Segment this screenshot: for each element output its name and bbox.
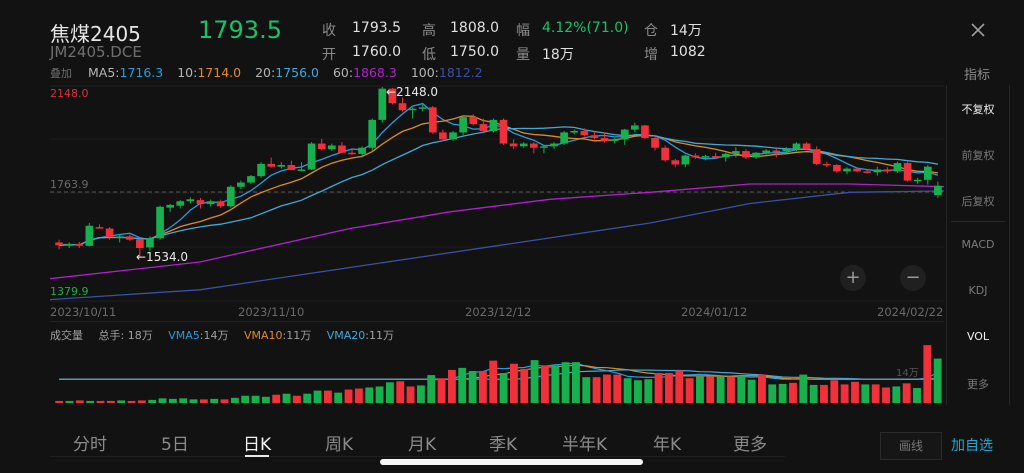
quote-label-change: 幅 <box>516 23 530 39</box>
date-label-4: 2024/01/12 <box>681 305 748 319</box>
tab-monthly-k[interactable]: 月K <box>408 435 437 455</box>
date-label-5: 2024/02/22 <box>877 305 944 319</box>
volume-total-value: 18万 <box>127 329 153 342</box>
last-price: 1793.5 <box>198 16 282 44</box>
overlay-button[interactable]: 叠加 <box>50 67 72 80</box>
sidebar-divider <box>951 221 1005 222</box>
ma100-name: 100 <box>410 65 435 80</box>
vma10-name: VMA10 <box>243 329 283 342</box>
volume-bars <box>55 345 942 403</box>
tab-yearly-k[interactable]: 年K <box>653 435 682 455</box>
ma-legend: 叠加 MA5:1716.3 10:1714.0 20:1756.0 60:186… <box>50 65 483 80</box>
quote-value-oi-change: 1082 <box>670 44 706 60</box>
ma10-value: 1714.0 <box>197 65 242 80</box>
quote-value-change: 4.12%(71.0) <box>542 20 629 36</box>
indicator-header: 指标 <box>963 68 990 83</box>
sidebar-item-kdj[interactable]: KDJ <box>968 284 988 297</box>
ma5-name: MA5 <box>87 65 116 80</box>
quote-value-close: 1793.5 <box>352 20 401 36</box>
y-max-label: 2148.0 <box>50 87 89 100</box>
quote-label-close: 收 <box>322 23 336 39</box>
quote-label-oi-change: 增 <box>644 47 658 63</box>
volume-watermark: 14万 <box>896 368 919 379</box>
date-label-1: 2023/10/11 <box>50 305 117 319</box>
date-label-2: 2023/11/10 <box>238 305 305 319</box>
tab-intraday[interactable]: 分时 <box>73 435 107 455</box>
quote-value-low: 1750.0 <box>450 44 499 60</box>
vma5-value: 14万 <box>203 329 229 342</box>
vma5-name: VMA5 <box>168 329 200 342</box>
volume-chart[interactable]: 14万 <box>50 340 944 405</box>
ma20-value: 1756.0 <box>275 65 319 80</box>
close-button[interactable] <box>966 18 990 42</box>
quote-value-oi: 14万 <box>670 23 702 39</box>
sidebar-item-more[interactable]: 更多 <box>967 378 989 391</box>
plus-icon: + <box>845 267 861 288</box>
sidebar-item-forward-adjust[interactable]: 前复权 <box>961 149 995 162</box>
draw-line-button[interactable]: 画线 <box>880 432 942 460</box>
date-label-3: 2023/12/12 <box>465 305 532 319</box>
kline-chart[interactable]: 2148.0 1763.9 1379.9 ←2148.0 ←1534.0 + − <box>50 85 944 303</box>
add-to-watchlist-button[interactable]: 加自选 <box>951 438 993 454</box>
ma5-value: 1716.3 <box>119 65 164 80</box>
low-marker: ←1534.0 <box>136 250 189 264</box>
home-indicator[interactable] <box>380 459 643 465</box>
volume-total-label: 总手: <box>98 329 125 342</box>
instrument-code: JM2405.DCE <box>50 43 142 61</box>
divider <box>50 321 944 322</box>
quote-label-volume: 量 <box>516 47 530 63</box>
ma100-value: 1812.2 <box>438 65 483 80</box>
tabs-baseline <box>50 456 785 457</box>
zoom-out-button[interactable]: − <box>900 265 926 291</box>
active-tab-indicator <box>245 455 269 457</box>
instrument-title: 焦煤2405 <box>50 22 141 46</box>
y-mid-label: 1763.9 <box>50 178 89 191</box>
high-marker: ←2148.0 <box>386 85 439 99</box>
close-icon <box>971 23 985 37</box>
quote-value-open: 1760.0 <box>352 44 401 60</box>
volume-title: 成交量 <box>50 329 83 342</box>
vma20-value: 11万 <box>369 329 395 342</box>
ma20-name: 20 <box>255 65 271 80</box>
vma20-name: VMA20 <box>326 329 366 342</box>
quote-label-open: 开 <box>322 47 336 63</box>
minus-icon: − <box>905 267 921 288</box>
tab-halfyear-k[interactable]: 半年K <box>562 435 608 455</box>
ma60-value: 1868.3 <box>353 65 397 80</box>
indicator-sidebar: 不复权 前复权 后复权 MACD KDJ VOL 更多 <box>946 85 1010 405</box>
ma60-name: 60 <box>332 65 349 80</box>
sidebar-item-backward-adjust[interactable]: 后复权 <box>961 195 995 208</box>
quote-grid: 收 1793.5 高 1808.0 幅 4.12%(71.0) 仓 14万 开 … <box>322 20 722 64</box>
sidebar-item-macd[interactable]: MACD <box>961 238 995 251</box>
quote-label-oi: 仓 <box>644 23 658 39</box>
sidebar-item-vol[interactable]: VOL <box>966 330 990 343</box>
quote-label-high: 高 <box>422 23 436 39</box>
tab-weekly-k[interactable]: 周K <box>325 435 354 455</box>
sidebar-item-no-adjust[interactable]: 不复权 <box>961 103 995 116</box>
tab-quarterly-k[interactable]: 季K <box>489 435 518 455</box>
vma10-value: 11万 <box>286 329 312 342</box>
volume-legend: 成交量 总手: 18万 VMA5:14万 VMA10:11万 VMA20:11万 <box>50 329 395 342</box>
tab-daily-k[interactable]: 日K <box>243 435 272 455</box>
tab-5day[interactable]: 5日 <box>161 435 189 455</box>
candlestick-plot <box>50 85 944 302</box>
period-tabs: 分时 5日 日K 周K 月K 季K 半年K 年K 更多 <box>50 425 790 465</box>
quote-label-low: 低 <box>422 47 436 63</box>
y-min-label: 1379.9 <box>50 285 89 298</box>
ma10-name: 10 <box>177 65 194 80</box>
zoom-in-button[interactable]: + <box>840 265 866 291</box>
quote-value-high: 1808.0 <box>450 20 499 36</box>
tab-more[interactable]: 更多 <box>733 435 767 455</box>
quote-value-volume: 18万 <box>542 47 574 63</box>
